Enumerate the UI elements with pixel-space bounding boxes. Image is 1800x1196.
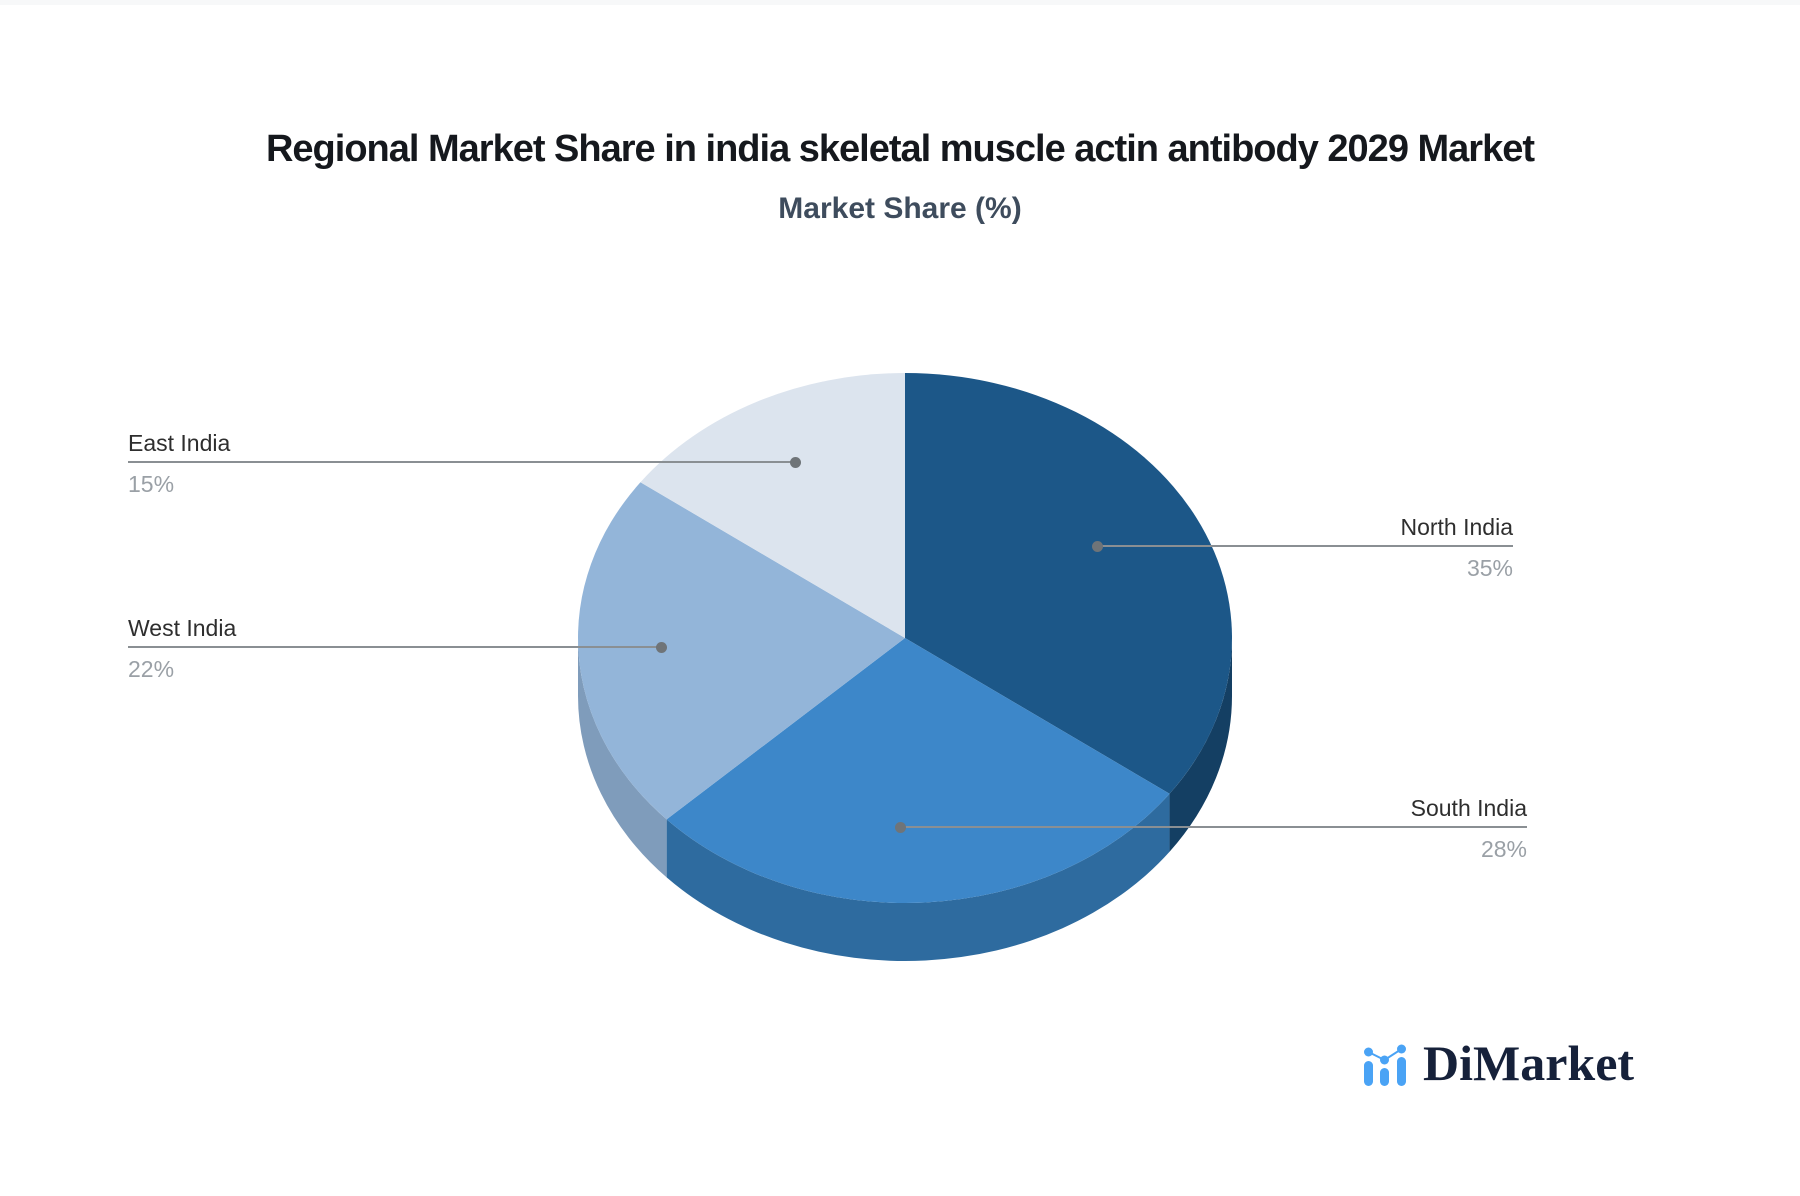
leader-line — [900, 826, 1527, 828]
pie-slice-west-india — [578, 482, 905, 820]
leader-dot — [1092, 541, 1103, 552]
chart-subtitle: Market Share (%) — [778, 192, 1022, 225]
callout-label: South India — [1410, 795, 1527, 821]
callout-label: North India — [1400, 514, 1513, 540]
logo: DiMarket — [1363, 1035, 1635, 1091]
pie-slice-north-india — [905, 373, 1232, 794]
top-strip — [0, 0, 1800, 5]
callout-label: West India — [128, 615, 237, 641]
callout-value: 28% — [1480, 836, 1527, 862]
pie-slice-east-india — [640, 373, 905, 638]
pie-slice-side-north-india — [1169, 638, 1232, 852]
callout-label: East India — [128, 430, 231, 456]
leader-dot — [895, 822, 906, 833]
leader-line — [128, 461, 795, 463]
chart-title: Regional Market Share in india skeletal … — [265, 128, 1535, 170]
bar-chart-icon — [1364, 1044, 1406, 1086]
callout-value: 15% — [128, 471, 175, 497]
pie-slice-side-south-india — [666, 793, 1170, 961]
pie-slice-south-india — [666, 638, 1170, 903]
callout-value: 22% — [128, 656, 175, 682]
callout-value: 35% — [1466, 555, 1513, 581]
pie-slice-side-west-india — [578, 638, 667, 878]
leader-line — [128, 646, 661, 648]
leader-dot — [790, 457, 801, 468]
logo-text: DiMarket — [1423, 1035, 1635, 1091]
pie-chart — [578, 373, 1232, 961]
leader-line — [1097, 545, 1513, 547]
leader-dot — [656, 642, 667, 653]
